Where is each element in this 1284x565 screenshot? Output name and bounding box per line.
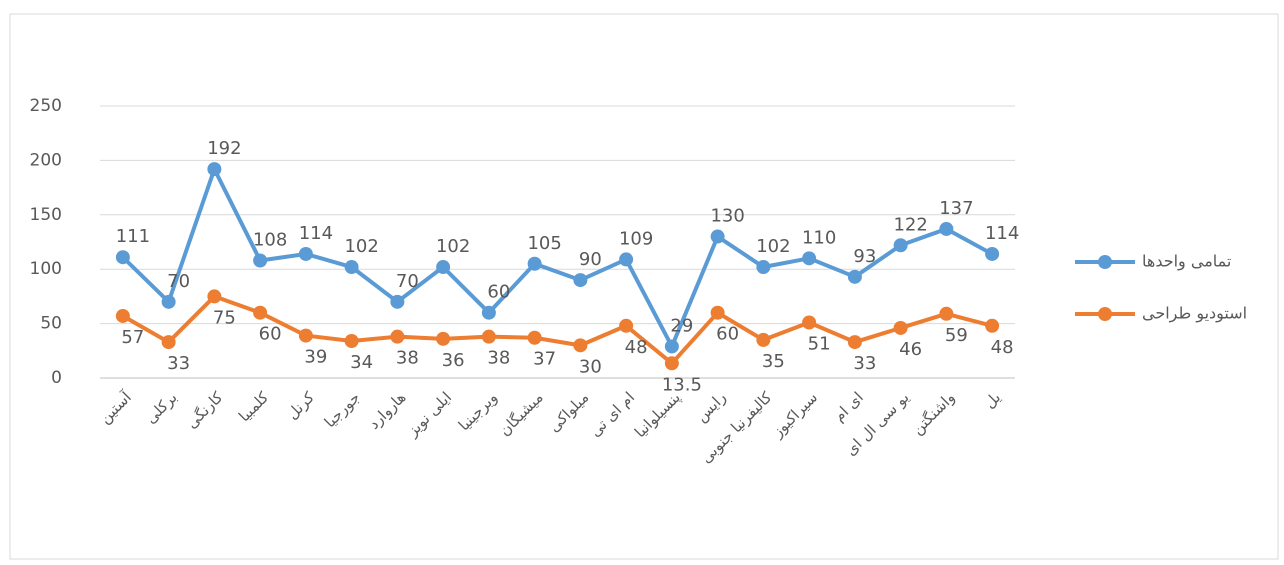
point xyxy=(619,252,633,266)
point xyxy=(619,319,633,333)
data-label: 114 xyxy=(985,223,1019,244)
point xyxy=(253,306,267,320)
data-label: 111 xyxy=(116,226,150,247)
point xyxy=(848,270,862,284)
data-label: 93 xyxy=(853,246,876,267)
point xyxy=(436,260,450,274)
data-label: 75 xyxy=(213,307,236,328)
data-label: 60 xyxy=(716,324,739,345)
legend-marker xyxy=(1098,255,1112,269)
data-label: 37 xyxy=(533,349,556,370)
data-label: 48 xyxy=(991,337,1014,358)
point xyxy=(939,222,953,236)
legend-label: استودیو طراحی xyxy=(1142,304,1247,324)
point xyxy=(665,356,679,370)
data-label: 105 xyxy=(527,233,561,254)
data-label: 108 xyxy=(253,229,287,250)
data-label: 48 xyxy=(625,337,648,358)
point xyxy=(573,338,587,352)
point xyxy=(802,251,816,265)
data-label: 38 xyxy=(396,348,419,369)
data-label: 130 xyxy=(710,206,744,227)
data-label: 60 xyxy=(487,282,510,303)
data-label: 60 xyxy=(259,324,282,345)
point xyxy=(848,335,862,349)
data-label: 33 xyxy=(853,353,876,374)
point xyxy=(482,330,496,344)
point xyxy=(436,332,450,346)
point xyxy=(345,260,359,274)
legend-marker xyxy=(1098,307,1112,321)
data-label: 109 xyxy=(619,228,653,249)
y-tick-label: 100 xyxy=(30,259,62,279)
point xyxy=(299,247,313,261)
point xyxy=(939,307,953,321)
point xyxy=(756,260,770,274)
point xyxy=(985,247,999,261)
data-label: 57 xyxy=(121,327,144,348)
point xyxy=(482,306,496,320)
data-label: 34 xyxy=(350,352,373,373)
point xyxy=(802,316,816,330)
y-tick-label: 250 xyxy=(30,96,62,116)
data-label: 102 xyxy=(344,236,378,257)
data-label: 29 xyxy=(670,315,693,336)
data-label: 39 xyxy=(304,347,327,368)
data-label: 70 xyxy=(396,271,419,292)
data-label: 46 xyxy=(899,339,922,360)
data-label: 102 xyxy=(436,236,470,257)
point xyxy=(253,253,267,267)
point xyxy=(390,330,404,344)
data-label: 102 xyxy=(756,236,790,257)
data-label: 51 xyxy=(808,334,831,355)
point xyxy=(985,319,999,333)
point xyxy=(162,335,176,349)
y-tick-label: 200 xyxy=(30,150,62,170)
y-tick-label: 0 xyxy=(51,368,62,388)
point xyxy=(207,289,221,303)
data-label: 114 xyxy=(299,223,333,244)
point xyxy=(528,257,542,271)
point xyxy=(711,230,725,244)
point xyxy=(894,238,908,252)
data-label: 59 xyxy=(945,325,968,346)
data-label: 38 xyxy=(487,348,510,369)
point xyxy=(573,273,587,287)
point xyxy=(299,329,313,343)
point xyxy=(116,250,130,264)
data-label: 137 xyxy=(939,198,973,219)
point xyxy=(207,162,221,176)
point xyxy=(345,334,359,348)
point xyxy=(756,333,770,347)
point xyxy=(390,295,404,309)
point xyxy=(162,295,176,309)
data-label: 90 xyxy=(579,249,602,270)
data-label: 30 xyxy=(579,356,602,377)
data-label: 33 xyxy=(167,353,190,374)
chart-frame xyxy=(10,14,1278,559)
legend-label: تمامی واحدها xyxy=(1142,252,1231,272)
data-label: 70 xyxy=(167,271,190,292)
point xyxy=(116,309,130,323)
point xyxy=(894,321,908,335)
point xyxy=(528,331,542,345)
data-label: 35 xyxy=(762,351,785,372)
chart: 050100150200250آستینبرکلیکارنگیکلمبیاکرن… xyxy=(0,0,1284,561)
point xyxy=(711,306,725,320)
point xyxy=(665,339,679,353)
data-label: 36 xyxy=(442,350,465,371)
y-tick-label: 150 xyxy=(30,205,62,225)
y-tick-label: 50 xyxy=(40,314,62,334)
data-label: 13.5 xyxy=(662,374,702,395)
data-label: 110 xyxy=(802,227,836,248)
data-label: 122 xyxy=(893,214,927,235)
data-label: 192 xyxy=(207,138,241,159)
